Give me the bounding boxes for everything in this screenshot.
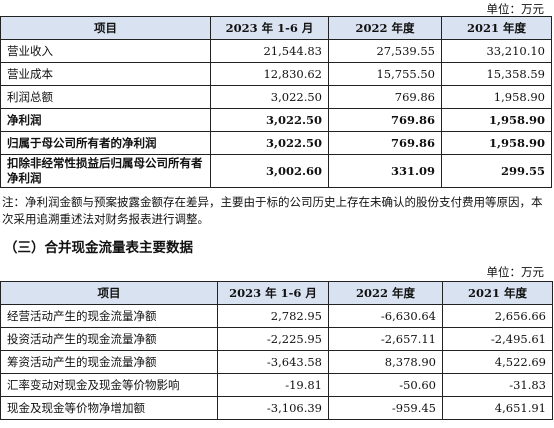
header-2022: 2022 年度 <box>328 281 443 305</box>
header-item: 项目 <box>0 16 211 40</box>
header-2023h1: 2023 年 1-6 月 <box>210 16 329 40</box>
cell-2023h1: 3,022.50 <box>210 85 329 109</box>
table-row: 汇率变动对现金及现金等价物影响 -19.81 -50.60 -31.83 <box>0 373 553 397</box>
cell-2023h1: 3,022.50 <box>210 131 329 155</box>
table-row: 现金及现金等价物净增加额 -3,106.39 -959.45 4,651.91 <box>0 396 553 420</box>
cell-2021: 299.55 <box>441 154 552 188</box>
header-2023h1: 2023 年 1-6 月 <box>217 281 329 305</box>
row-label: 净利润 <box>0 108 211 132</box>
cell-2021: -31.83 <box>442 373 553 397</box>
table1-unit: 单位：万元 <box>486 2 545 16</box>
row-label: 营业成本 <box>0 62 211 86</box>
cell-2021: 2,656.66 <box>442 304 553 328</box>
table-header-row: 项目 2023 年 1-6 月 2022 年度 2021 年度 <box>0 281 553 305</box>
cell-2023h1: -19.81 <box>217 373 329 397</box>
row-label: 归属于母公司所有者的净利润 <box>0 131 211 155</box>
cell-2023h1: -2,225.95 <box>217 327 329 351</box>
header-2021: 2021 年度 <box>441 16 552 40</box>
header-2022: 2022 年度 <box>328 16 442 40</box>
cell-2022: -50.60 <box>328 373 443 397</box>
cell-2023h1: -3,643.58 <box>217 350 329 374</box>
cell-2022: 15,755.50 <box>328 62 442 86</box>
cell-2023h1: 3,002.60 <box>210 154 329 188</box>
table-row: 营业收入 21,544.83 27,539.55 33,210.10 <box>0 39 552 63</box>
table-row: 利润总额 3,022.50 769.86 1,958.90 <box>0 85 552 109</box>
row-label: 扣除非经常性损益后归属母公司所有者净利润 <box>0 154 211 188</box>
row-label: 投资活动产生的现金流量净额 <box>0 327 218 351</box>
cell-2022: 8,378.90 <box>328 350 443 374</box>
row-label: 营业收入 <box>0 39 211 63</box>
cashflow-table: 项目 2023 年 1-6 月 2022 年度 2021 年度 经营活动产生的现… <box>0 281 553 420</box>
cell-2022: 27,539.55 <box>328 39 442 63</box>
header-item: 项目 <box>0 281 218 305</box>
table-row: 营业成本 12,830.62 15,755.50 15,358.59 <box>0 62 552 86</box>
table2-unit: 单位：万元 <box>486 265 545 279</box>
cell-2022: -959.45 <box>328 396 443 420</box>
cell-2022: -6,630.64 <box>328 304 443 328</box>
cell-2023h1: 21,544.83 <box>210 39 329 63</box>
table-header-row: 项目 2023 年 1-6 月 2022 年度 2021 年度 <box>0 16 552 40</box>
cell-2021: 4,522.69 <box>442 350 553 374</box>
section-title: （三）合并现金流量表主要数据 <box>4 240 193 256</box>
income-table: 项目 2023 年 1-6 月 2022 年度 2021 年度 营业收入 21,… <box>0 16 552 188</box>
cell-2023h1: 12,830.62 <box>210 62 329 86</box>
table-row: 净利润 3,022.50 769.86 1,958.90 <box>0 108 552 132</box>
table-row: 筹资活动产生的现金流量净额 -3,643.58 8,378.90 4,522.6… <box>0 350 553 374</box>
cell-2022: 331.09 <box>328 154 442 188</box>
table-row: 投资活动产生的现金流量净额 -2,225.95 -2,657.11 -2,495… <box>0 327 553 351</box>
table-row: 归属于母公司所有者的净利润 3,022.50 769.86 1,958.90 <box>0 131 552 155</box>
cell-2022: 769.86 <box>328 85 442 109</box>
table-row: 经营活动产生的现金流量净额 2,782.95 -6,630.64 2,656.6… <box>0 304 553 328</box>
footnote: 注：净利润金额与预案披露金额存在差异，主要由于标的公司历史上存在未确认的股份支付… <box>2 195 543 226</box>
row-label: 利润总额 <box>0 85 211 109</box>
cell-2023h1: 3,022.50 <box>210 108 329 132</box>
row-label: 现金及现金等价物净增加额 <box>0 396 218 420</box>
cell-2021: 1,958.90 <box>441 85 552 109</box>
cell-2021: 4,651.91 <box>442 396 553 420</box>
cell-2023h1: -3,106.39 <box>217 396 329 420</box>
cell-2022: 769.86 <box>328 131 442 155</box>
table-row: 扣除非经常性损益后归属母公司所有者净利润 3,002.60 331.09 299… <box>0 154 552 188</box>
cell-2022: 769.86 <box>328 108 442 132</box>
cell-2023h1: 2,782.95 <box>217 304 329 328</box>
cell-2021: 1,958.90 <box>441 108 552 132</box>
cell-2022: -2,657.11 <box>328 327 443 351</box>
header-2021: 2021 年度 <box>442 281 553 305</box>
row-label: 经营活动产生的现金流量净额 <box>0 304 218 328</box>
cell-2021: 1,958.90 <box>441 131 552 155</box>
cell-2021: 15,358.59 <box>441 62 552 86</box>
row-label: 筹资活动产生的现金流量净额 <box>0 350 218 374</box>
row-label: 汇率变动对现金及现金等价物影响 <box>0 373 218 397</box>
cell-2021: -2,495.61 <box>442 327 553 351</box>
cell-2021: 33,210.10 <box>441 39 552 63</box>
